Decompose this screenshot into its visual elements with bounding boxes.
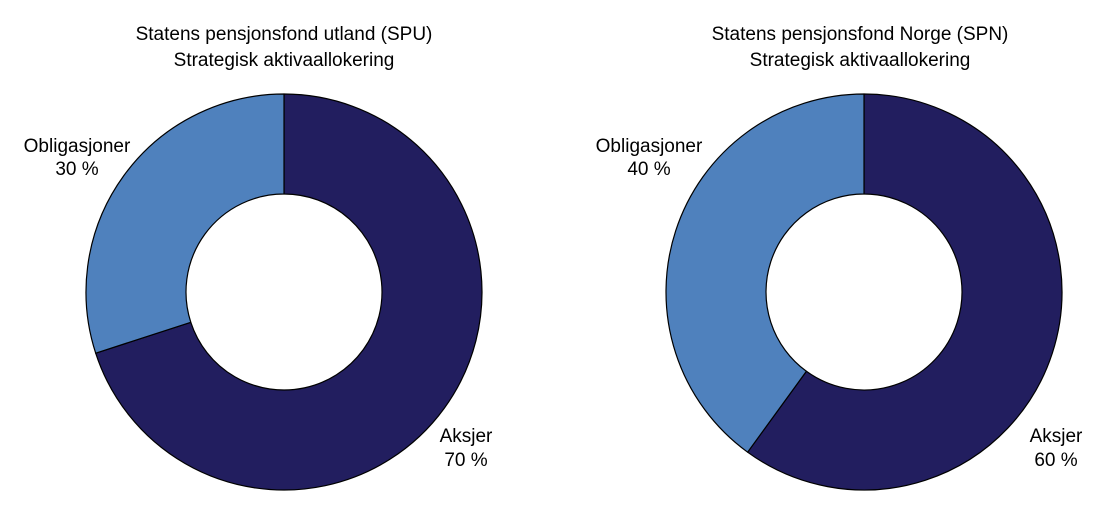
donut-chart-spu: Statens pensjonsfond utland (SPU) Strate… (24, 24, 493, 491)
slice-label-spn-obligasjoner: Obligasjoner (596, 136, 703, 157)
slice-label-spu-obligasjoner: Obligasjoner (24, 136, 131, 157)
donut-slice-spn-obligasjoner (665, 93, 865, 453)
donut-slice-spu-obligasjoner (85, 93, 285, 354)
slice-label-spu-aksjer: Aksjer (440, 426, 493, 447)
chart-subtitle-spu: Strategisk aktivaallokering (174, 50, 395, 71)
chart-subtitle-spn: Strategisk aktivaallokering (750, 50, 971, 71)
donut-slices-spu (85, 93, 483, 491)
slice-value-spu-obligasjoner: 30 % (55, 159, 98, 180)
donut-chart-spn: Statens pensjonsfond Norge (SPN) Strateg… (596, 24, 1083, 491)
donut-slice-spu-aksjer (95, 93, 483, 491)
donut-slice-spn-aksjer (747, 93, 1063, 491)
slice-value-spn-aksjer: 60 % (1034, 450, 1077, 471)
chart-title-spu: Statens pensjonsfond utland (SPU) (136, 24, 433, 45)
slice-label-spn-aksjer: Aksjer (1030, 426, 1083, 447)
donut-slices-spn (665, 93, 1063, 491)
slice-value-spn-obligasjoner: 40 % (627, 159, 670, 180)
slice-value-spu-aksjer: 70 % (444, 450, 487, 471)
chart-title-spn: Statens pensjonsfond Norge (SPN) (712, 24, 1009, 45)
